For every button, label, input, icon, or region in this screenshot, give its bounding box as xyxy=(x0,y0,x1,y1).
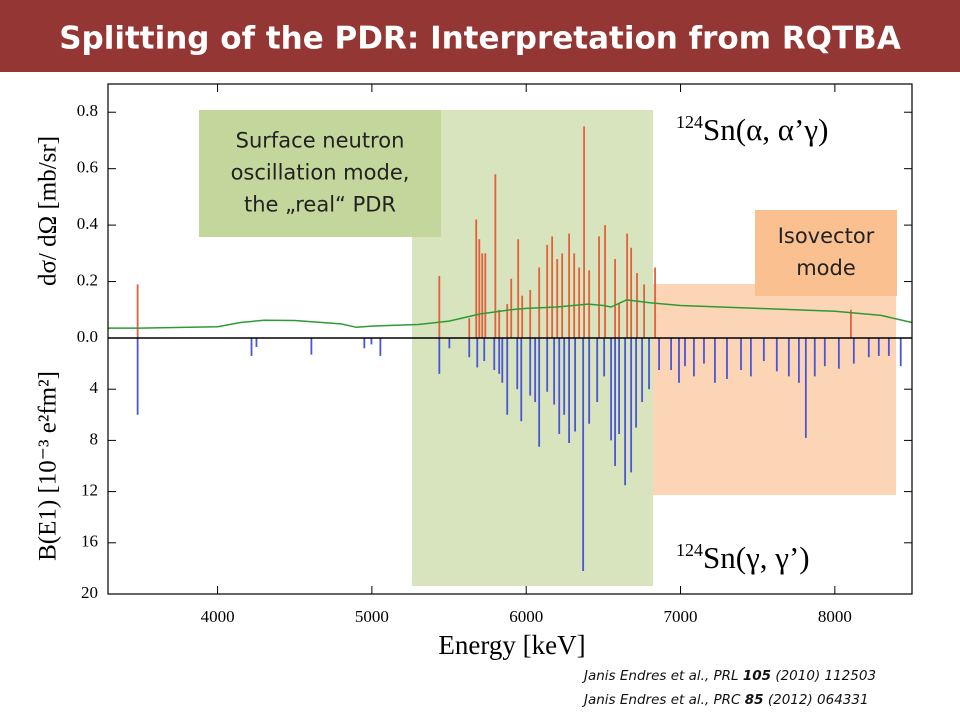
citation: Janis Endres et al., PRL 105 (2010) 1125… xyxy=(581,668,876,684)
y-tick-label: 8 xyxy=(90,429,99,448)
x-tick-label: 5000 xyxy=(355,607,389,626)
x-tick-label: 6000 xyxy=(509,607,543,626)
reaction-label: 124Sn(α, α’γ) xyxy=(676,112,828,147)
y-tick-label: 16 xyxy=(81,532,98,551)
mass-number: 124 xyxy=(676,540,703,560)
x-tick-label: 7000 xyxy=(664,607,698,626)
y-tick-label: 4 xyxy=(90,378,99,397)
y-tick-label: 0.0 xyxy=(77,327,98,346)
slide-title: Splitting of the PDR: Interpretation fro… xyxy=(59,21,901,57)
citation-volume: 85 xyxy=(745,692,764,708)
label-box xyxy=(755,210,897,296)
citation: Janis Endres et al., PRC 85 (2012) 06433… xyxy=(581,692,869,708)
citation-text: (2012) 064331 xyxy=(764,692,869,708)
citation-text: Janis Endres et al., PRC xyxy=(581,692,745,708)
y-tick-label: 0.4 xyxy=(77,214,99,233)
box-text: oscillation mode, xyxy=(231,161,410,185)
y-axis-label: B(E1) [10⁻³ e²fm²] xyxy=(35,371,62,561)
box-text: Isovector xyxy=(778,224,875,248)
citation-text: (2010) 112503 xyxy=(771,668,876,684)
reaction-label: 124Sn(γ, γ’) xyxy=(676,540,810,575)
x-tick-label: 8000 xyxy=(818,607,852,626)
y-tick-label: 0.8 xyxy=(77,101,98,120)
x-tick-label: 4000 xyxy=(201,607,235,626)
isovector-region xyxy=(653,284,896,495)
header-band xyxy=(0,0,960,72)
box-text: mode xyxy=(796,256,856,280)
y-tick-label: 20 xyxy=(81,583,98,602)
mass-number: 124 xyxy=(676,112,703,132)
reaction: Sn(γ, γ’) xyxy=(703,540,810,575)
y-tick-label: 12 xyxy=(81,481,98,500)
reaction: Sn(α, α’γ) xyxy=(703,112,828,147)
y-axis-label: dσ/ dΩ [mb/sr] xyxy=(35,136,62,286)
citation-volume: 105 xyxy=(743,668,771,684)
plot-frame xyxy=(107,83,913,595)
box-text: Surface neutron xyxy=(236,129,405,153)
citation-text: Janis Endres et al., PRL xyxy=(581,668,743,684)
y-tick-label: 0.6 xyxy=(77,158,98,177)
region-shading xyxy=(412,110,896,586)
label-box xyxy=(199,110,441,237)
y-tick-label: 0.2 xyxy=(77,270,98,289)
box-text: the „real“ PDR xyxy=(244,193,396,217)
x-axis-label: Energy [keV] xyxy=(438,630,585,660)
curve xyxy=(108,299,913,329)
pdr-region xyxy=(412,110,653,586)
